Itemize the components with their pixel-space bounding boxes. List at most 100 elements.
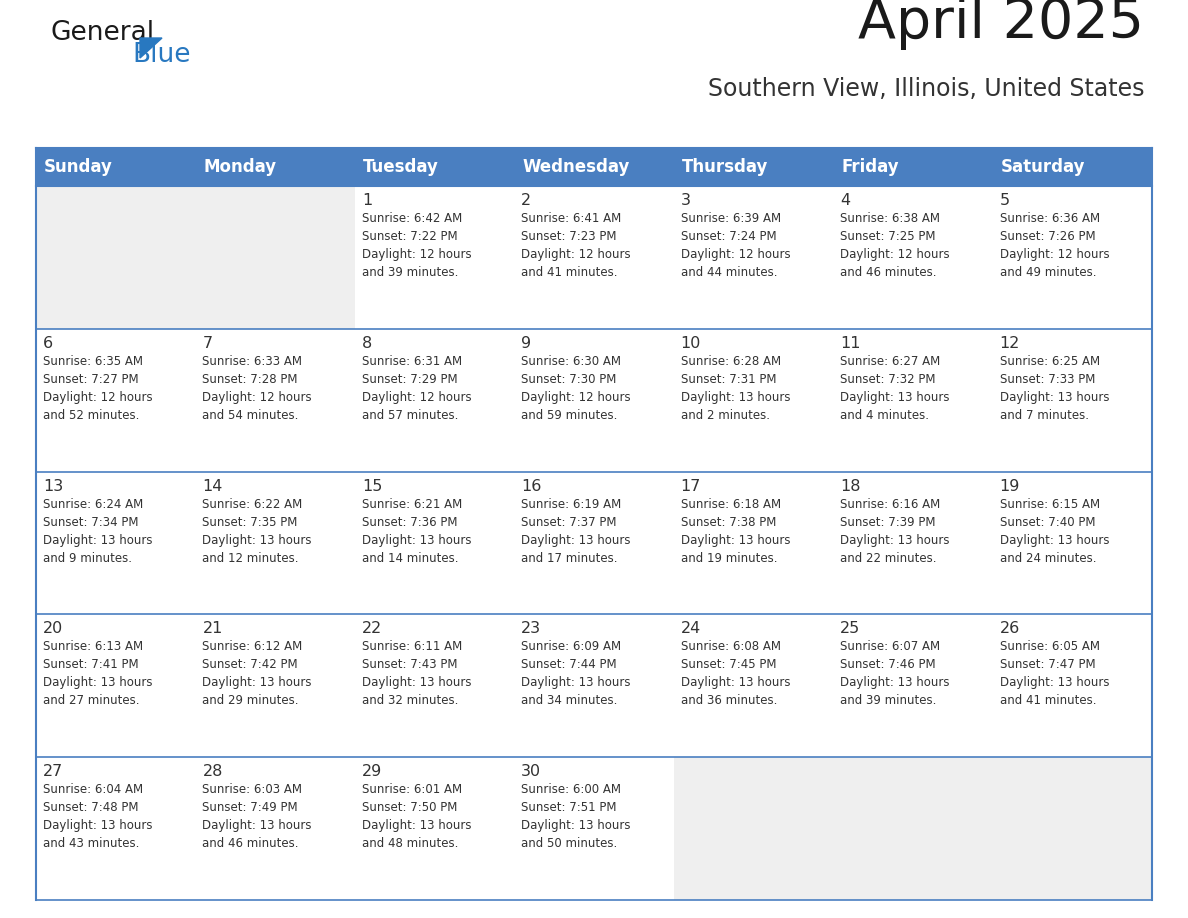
Bar: [355, 329, 514, 472]
Text: 2: 2: [522, 193, 531, 208]
Text: Sunrise: 6:21 AM
Sunset: 7:36 PM
Daylight: 13 hours
and 14 minutes.: Sunrise: 6:21 AM Sunset: 7:36 PM Dayligh…: [362, 498, 472, 565]
Text: Sunrise: 6:28 AM
Sunset: 7:31 PM
Daylight: 13 hours
and 2 minutes.: Sunrise: 6:28 AM Sunset: 7:31 PM Dayligh…: [681, 354, 790, 421]
Bar: [674, 757, 833, 900]
Text: Sunrise: 6:35 AM
Sunset: 7:27 PM
Daylight: 12 hours
and 52 minutes.: Sunrise: 6:35 AM Sunset: 7:27 PM Dayligh…: [43, 354, 152, 421]
Bar: [514, 329, 674, 472]
Text: Sunrise: 6:13 AM
Sunset: 7:41 PM
Daylight: 13 hours
and 27 minutes.: Sunrise: 6:13 AM Sunset: 7:41 PM Dayligh…: [43, 641, 152, 708]
Bar: [36, 614, 196, 757]
Text: Tuesday: Tuesday: [362, 158, 438, 176]
Text: 7: 7: [202, 336, 213, 351]
Text: Sunrise: 6:16 AM
Sunset: 7:39 PM
Daylight: 13 hours
and 22 minutes.: Sunrise: 6:16 AM Sunset: 7:39 PM Dayligh…: [840, 498, 949, 565]
Text: 3: 3: [681, 193, 690, 208]
Text: 21: 21: [202, 621, 223, 636]
Bar: [674, 472, 833, 614]
Text: Sunrise: 6:01 AM
Sunset: 7:50 PM
Daylight: 13 hours
and 48 minutes.: Sunrise: 6:01 AM Sunset: 7:50 PM Dayligh…: [362, 783, 472, 850]
Text: Sunrise: 6:33 AM
Sunset: 7:28 PM
Daylight: 12 hours
and 54 minutes.: Sunrise: 6:33 AM Sunset: 7:28 PM Dayligh…: [202, 354, 312, 421]
Text: 5: 5: [999, 193, 1010, 208]
Bar: [196, 757, 355, 900]
Text: Sunrise: 6:11 AM
Sunset: 7:43 PM
Daylight: 13 hours
and 32 minutes.: Sunrise: 6:11 AM Sunset: 7:43 PM Dayligh…: [362, 641, 472, 708]
Bar: [355, 148, 514, 186]
Bar: [674, 186, 833, 329]
Text: 13: 13: [43, 478, 63, 494]
Bar: [196, 329, 355, 472]
Text: Sunrise: 6:03 AM
Sunset: 7:49 PM
Daylight: 13 hours
and 46 minutes.: Sunrise: 6:03 AM Sunset: 7:49 PM Dayligh…: [202, 783, 312, 850]
Bar: [992, 148, 1152, 186]
Text: 16: 16: [522, 478, 542, 494]
Bar: [36, 186, 196, 329]
Bar: [992, 186, 1152, 329]
Bar: [196, 614, 355, 757]
Bar: [674, 614, 833, 757]
Bar: [833, 329, 992, 472]
Bar: [355, 472, 514, 614]
Bar: [833, 186, 992, 329]
Text: Sunrise: 6:39 AM
Sunset: 7:24 PM
Daylight: 12 hours
and 44 minutes.: Sunrise: 6:39 AM Sunset: 7:24 PM Dayligh…: [681, 212, 790, 279]
Text: Sunrise: 6:00 AM
Sunset: 7:51 PM
Daylight: 13 hours
and 50 minutes.: Sunrise: 6:00 AM Sunset: 7:51 PM Dayligh…: [522, 783, 631, 850]
Bar: [833, 148, 992, 186]
Bar: [992, 472, 1152, 614]
Bar: [992, 614, 1152, 757]
Bar: [196, 472, 355, 614]
Text: 26: 26: [999, 621, 1019, 636]
Text: Thursday: Thursday: [682, 158, 769, 176]
Text: Sunrise: 6:08 AM
Sunset: 7:45 PM
Daylight: 13 hours
and 36 minutes.: Sunrise: 6:08 AM Sunset: 7:45 PM Dayligh…: [681, 641, 790, 708]
Bar: [36, 757, 196, 900]
Text: 10: 10: [681, 336, 701, 351]
Text: Monday: Monday: [203, 158, 277, 176]
Text: Sunrise: 6:04 AM
Sunset: 7:48 PM
Daylight: 13 hours
and 43 minutes.: Sunrise: 6:04 AM Sunset: 7:48 PM Dayligh…: [43, 783, 152, 850]
Text: 24: 24: [681, 621, 701, 636]
Bar: [833, 472, 992, 614]
Text: 4: 4: [840, 193, 851, 208]
Bar: [36, 148, 196, 186]
Text: 15: 15: [362, 478, 383, 494]
Text: 8: 8: [362, 336, 372, 351]
Bar: [514, 614, 674, 757]
Text: 12: 12: [999, 336, 1020, 351]
Text: Sunrise: 6:24 AM
Sunset: 7:34 PM
Daylight: 13 hours
and 9 minutes.: Sunrise: 6:24 AM Sunset: 7:34 PM Dayligh…: [43, 498, 152, 565]
Text: General: General: [50, 20, 154, 46]
Text: Sunrise: 6:07 AM
Sunset: 7:46 PM
Daylight: 13 hours
and 39 minutes.: Sunrise: 6:07 AM Sunset: 7:46 PM Dayligh…: [840, 641, 949, 708]
Text: Sunrise: 6:22 AM
Sunset: 7:35 PM
Daylight: 13 hours
and 12 minutes.: Sunrise: 6:22 AM Sunset: 7:35 PM Dayligh…: [202, 498, 312, 565]
Bar: [992, 329, 1152, 472]
Bar: [514, 148, 674, 186]
Text: Sunrise: 6:18 AM
Sunset: 7:38 PM
Daylight: 13 hours
and 19 minutes.: Sunrise: 6:18 AM Sunset: 7:38 PM Dayligh…: [681, 498, 790, 565]
Text: April 2025: April 2025: [858, 0, 1144, 50]
Text: 28: 28: [202, 764, 223, 779]
Text: Sunrise: 6:27 AM
Sunset: 7:32 PM
Daylight: 13 hours
and 4 minutes.: Sunrise: 6:27 AM Sunset: 7:32 PM Dayligh…: [840, 354, 949, 421]
Bar: [514, 757, 674, 900]
Bar: [674, 148, 833, 186]
Text: 20: 20: [43, 621, 63, 636]
Bar: [674, 329, 833, 472]
Bar: [196, 148, 355, 186]
Text: Sunrise: 6:15 AM
Sunset: 7:40 PM
Daylight: 13 hours
and 24 minutes.: Sunrise: 6:15 AM Sunset: 7:40 PM Dayligh…: [999, 498, 1110, 565]
Bar: [514, 186, 674, 329]
Text: Sunrise: 6:36 AM
Sunset: 7:26 PM
Daylight: 12 hours
and 49 minutes.: Sunrise: 6:36 AM Sunset: 7:26 PM Dayligh…: [999, 212, 1110, 279]
Text: 30: 30: [522, 764, 542, 779]
Text: 18: 18: [840, 478, 860, 494]
Text: Southern View, Illinois, United States: Southern View, Illinois, United States: [708, 77, 1144, 101]
Text: Sunrise: 6:19 AM
Sunset: 7:37 PM
Daylight: 13 hours
and 17 minutes.: Sunrise: 6:19 AM Sunset: 7:37 PM Dayligh…: [522, 498, 631, 565]
Text: Sunrise: 6:30 AM
Sunset: 7:30 PM
Daylight: 12 hours
and 59 minutes.: Sunrise: 6:30 AM Sunset: 7:30 PM Dayligh…: [522, 354, 631, 421]
Bar: [196, 186, 355, 329]
Text: Sunday: Sunday: [44, 158, 113, 176]
Polygon shape: [140, 38, 162, 58]
Text: Sunrise: 6:25 AM
Sunset: 7:33 PM
Daylight: 13 hours
and 7 minutes.: Sunrise: 6:25 AM Sunset: 7:33 PM Dayligh…: [999, 354, 1110, 421]
Text: Friday: Friday: [841, 158, 899, 176]
Text: Blue: Blue: [132, 42, 190, 68]
Text: Saturday: Saturday: [1000, 158, 1085, 176]
Text: 1: 1: [362, 193, 372, 208]
Bar: [355, 757, 514, 900]
Bar: [355, 614, 514, 757]
Text: 19: 19: [999, 478, 1020, 494]
Bar: [36, 472, 196, 614]
Bar: [833, 757, 992, 900]
Text: 23: 23: [522, 621, 542, 636]
Text: 25: 25: [840, 621, 860, 636]
Text: Sunrise: 6:31 AM
Sunset: 7:29 PM
Daylight: 12 hours
and 57 minutes.: Sunrise: 6:31 AM Sunset: 7:29 PM Dayligh…: [362, 354, 472, 421]
Text: 29: 29: [362, 764, 383, 779]
Text: 14: 14: [202, 478, 223, 494]
Text: Sunrise: 6:09 AM
Sunset: 7:44 PM
Daylight: 13 hours
and 34 minutes.: Sunrise: 6:09 AM Sunset: 7:44 PM Dayligh…: [522, 641, 631, 708]
Text: Wednesday: Wednesday: [523, 158, 630, 176]
Text: Sunrise: 6:05 AM
Sunset: 7:47 PM
Daylight: 13 hours
and 41 minutes.: Sunrise: 6:05 AM Sunset: 7:47 PM Dayligh…: [999, 641, 1110, 708]
Text: Sunrise: 6:12 AM
Sunset: 7:42 PM
Daylight: 13 hours
and 29 minutes.: Sunrise: 6:12 AM Sunset: 7:42 PM Dayligh…: [202, 641, 312, 708]
